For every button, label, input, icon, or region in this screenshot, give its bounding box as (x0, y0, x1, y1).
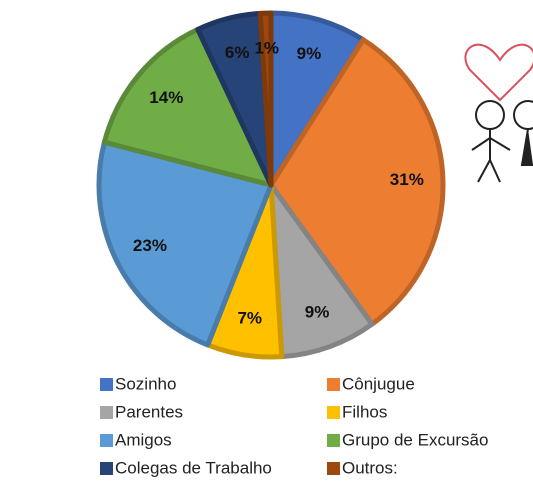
data-label: 14% (149, 88, 183, 107)
legend-swatch (327, 406, 340, 419)
legend-label: Filhos (342, 402, 387, 421)
legend-swatch (327, 378, 340, 391)
legend-swatch (327, 434, 340, 447)
legend-label: Sozinho (115, 374, 176, 393)
legend-label: Amigos (115, 430, 172, 449)
legend-label: Grupo de Excursão (342, 430, 488, 449)
data-label: 9% (297, 44, 322, 63)
data-label: 9% (305, 302, 330, 321)
legend-swatch (100, 462, 113, 475)
data-label: 1% (254, 39, 279, 58)
data-label: 6% (225, 43, 250, 62)
data-label: 7% (237, 309, 262, 328)
page: {"chart_data": {"type": "pie", "categori… (0, 0, 533, 492)
legend-swatch (100, 434, 113, 447)
legend-swatch (327, 462, 340, 475)
chart: 9% 31% 9% 7% 23% 14% 6%1% Sozinho Cônjugue Paren… (0, 0, 533, 492)
data-label: 23% (133, 236, 167, 255)
legend-swatch (100, 406, 113, 419)
legend-label: Parentes (115, 402, 183, 421)
data-label: 31% (390, 170, 424, 189)
legend-label: Outros: (342, 458, 398, 477)
legend-label: Cônjugue (342, 374, 415, 393)
pie: 9% 31% 9% 7% 23% 14% 6%1% (99, 13, 443, 357)
legend: Sozinho Cônjugue Parentes Filhos Amigos Grupo… (100, 374, 488, 477)
legend-label: Colegas de Trabalho (115, 458, 272, 477)
legend-swatch (100, 378, 113, 391)
decorative-illustration (465, 45, 533, 182)
